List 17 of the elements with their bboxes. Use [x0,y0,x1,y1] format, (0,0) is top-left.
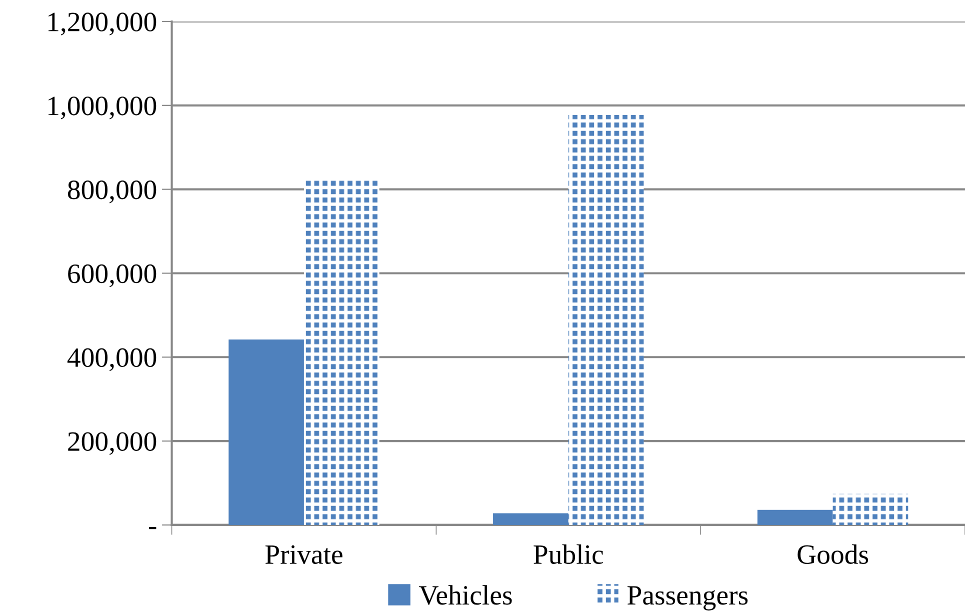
y-tick-label: 800,000 [68,180,156,204]
y-tick-label: 1,000,000 [48,96,156,120]
bar [493,513,568,525]
bar [757,510,833,525]
x-tick-label: Private [265,545,342,564]
y-tick-label: 200,000 [68,432,156,455]
y-tick-label: 400,000 [67,348,156,372]
y-tick-label: 600,000 [68,264,156,288]
legend-label: Passengers [628,586,748,610]
x-tick-label: Goods [798,544,868,564]
y-tick-label: - [148,527,156,530]
bar [568,115,644,525]
bar [832,494,908,525]
y-tick-label: 1,200,000 [48,12,156,36]
bar [228,340,304,525]
legend-label: Vehicles [419,585,512,605]
x-tick-label: Public [534,544,604,564]
